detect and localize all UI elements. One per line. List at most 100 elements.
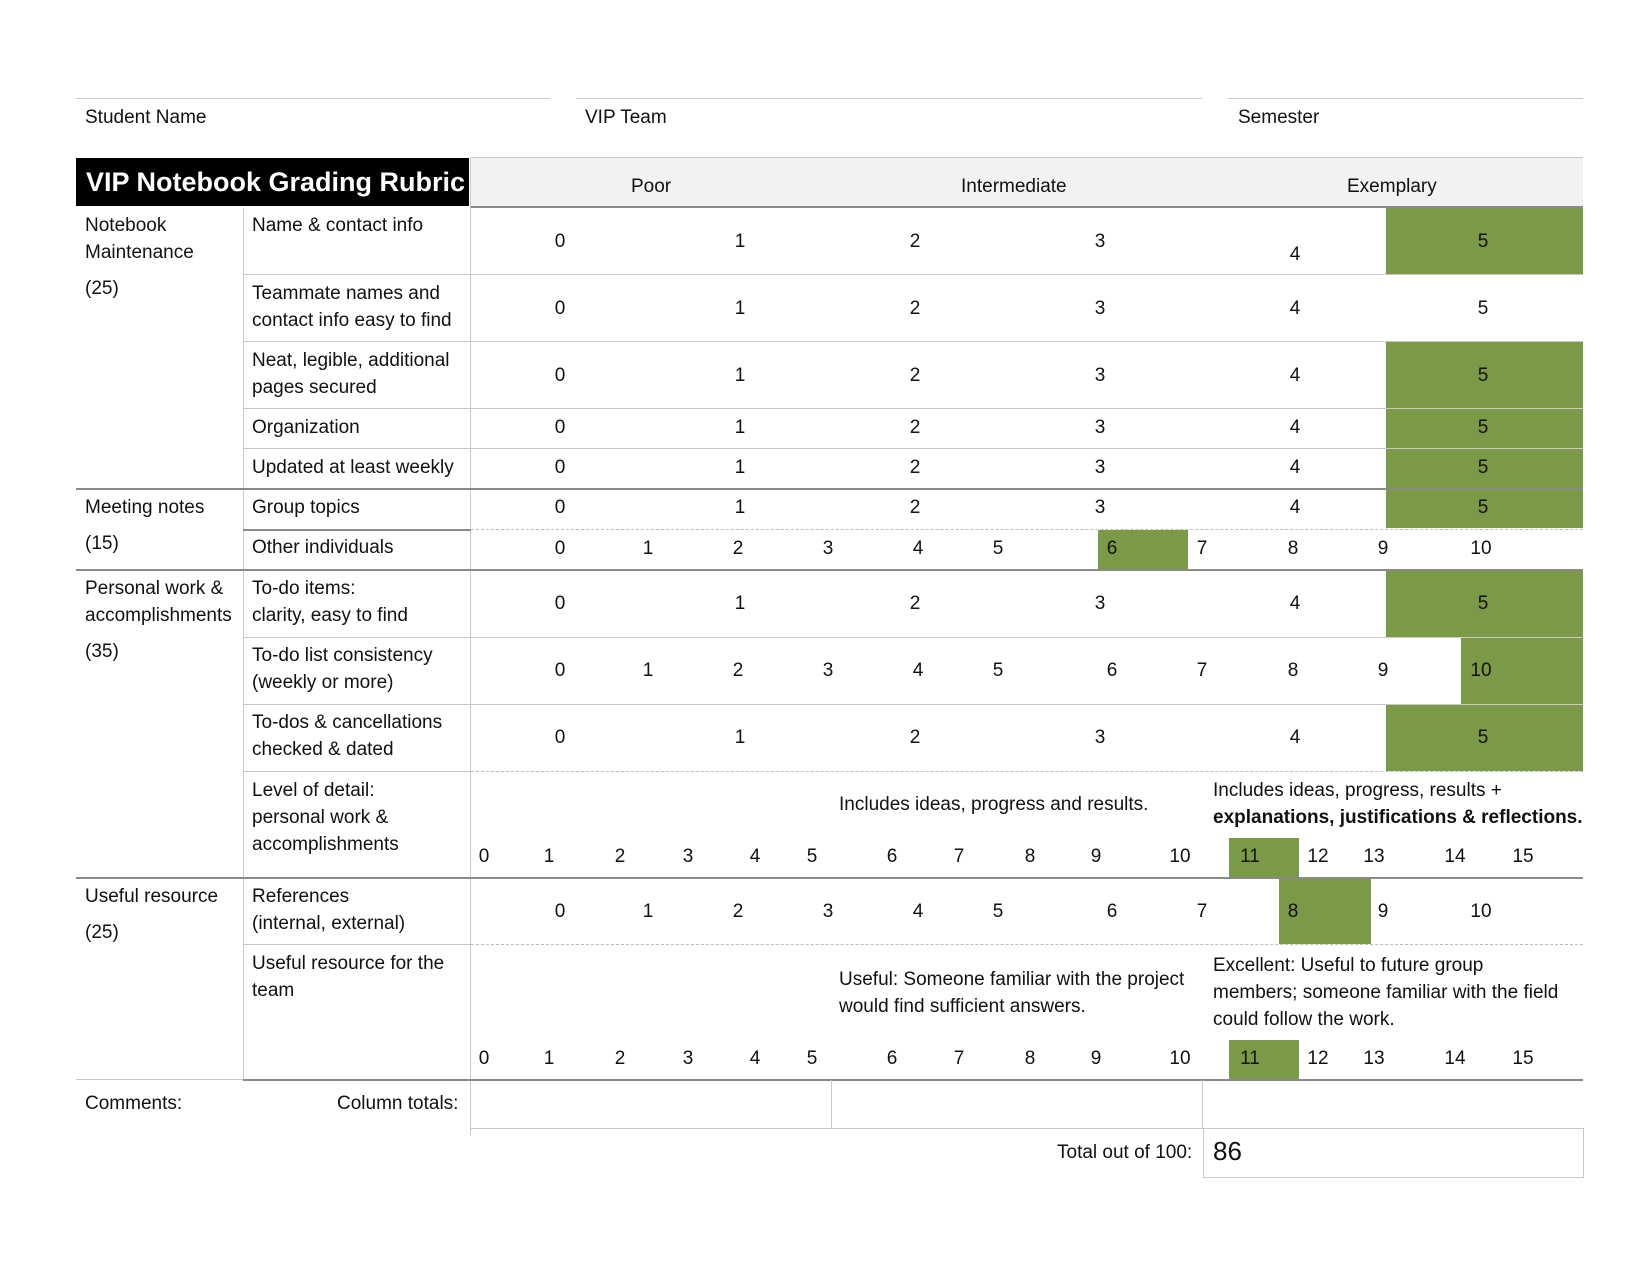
name-contact-score-3[interactable]: 3 — [1094, 231, 1106, 252]
organization-score-2[interactable]: 2 — [909, 417, 921, 438]
neat-score-0[interactable]: 0 — [554, 365, 566, 386]
useful-resource-score-1[interactable]: 1 — [543, 1048, 555, 1069]
level-of-detail-score-9[interactable]: 9 — [1090, 846, 1102, 867]
todo-consistency-score-1[interactable]: 1 — [642, 660, 654, 681]
level-of-detail-score-4[interactable]: 4 — [749, 846, 761, 867]
level-of-detail-score-15[interactable]: 15 — [1512, 846, 1534, 867]
neat-score-2[interactable]: 2 — [909, 365, 921, 386]
level-of-detail-score-7[interactable]: 7 — [953, 846, 965, 867]
todo-consistency-score-4[interactable]: 4 — [912, 660, 924, 681]
neat-score-3[interactable]: 3 — [1094, 365, 1106, 386]
name-contact-score-0[interactable]: 0 — [554, 231, 566, 252]
useful-resource-score-2[interactable]: 2 — [614, 1048, 626, 1069]
todo-consistency-score-9[interactable]: 9 — [1377, 660, 1389, 681]
organization-score-1[interactable]: 1 — [734, 417, 746, 438]
updated-score-4[interactable]: 4 — [1289, 457, 1301, 478]
group-topics-score-4[interactable]: 4 — [1289, 497, 1301, 518]
other-individuals-score-7[interactable]: 7 — [1196, 538, 1208, 559]
group-topics-score-1[interactable]: 1 — [734, 497, 746, 518]
todos-cancel-score-2[interactable]: 2 — [909, 727, 921, 748]
updated-score-0[interactable]: 0 — [554, 457, 566, 478]
other-individuals-score-8[interactable]: 8 — [1287, 538, 1299, 559]
todo-consistency-score-6[interactable]: 6 — [1106, 660, 1118, 681]
useful-resource-score-0[interactable]: 0 — [478, 1048, 490, 1069]
todo-consistency-score-5[interactable]: 5 — [992, 660, 1004, 681]
other-individuals-score-4[interactable]: 4 — [912, 538, 924, 559]
references-score-1[interactable]: 1 — [642, 901, 654, 922]
level-of-detail-score-12[interactable]: 12 — [1307, 846, 1329, 867]
updated-score-1[interactable]: 1 — [734, 457, 746, 478]
level-of-detail-score-6[interactable]: 6 — [886, 846, 898, 867]
other-individuals-score-2[interactable]: 2 — [732, 538, 744, 559]
references-score-5[interactable]: 5 — [992, 901, 1004, 922]
useful-resource-score-9[interactable]: 9 — [1090, 1048, 1102, 1069]
teammate-score-1[interactable]: 1 — [734, 298, 746, 319]
todo-items-score-4[interactable]: 4 — [1289, 593, 1301, 614]
other-individuals-score-1[interactable]: 1 — [642, 538, 654, 559]
useful-resource-score-8[interactable]: 8 — [1024, 1048, 1036, 1069]
references-score-6[interactable]: 6 — [1106, 901, 1118, 922]
level-of-detail-score-3[interactable]: 3 — [682, 846, 694, 867]
level-of-detail-score-1[interactable]: 1 — [543, 846, 555, 867]
organization-score-3[interactable]: 3 — [1094, 417, 1106, 438]
todo-items-score-1[interactable]: 1 — [734, 593, 746, 614]
teammate-score-4[interactable]: 4 — [1289, 298, 1301, 319]
useful-resource-score-10[interactable]: 10 — [1169, 1048, 1191, 1069]
name-contact-score-1[interactable]: 1 — [734, 231, 746, 252]
group-topics-score-2[interactable]: 2 — [909, 497, 921, 518]
organization-score-0[interactable]: 0 — [554, 417, 566, 438]
references-score-4[interactable]: 4 — [912, 901, 924, 922]
column-total-exemplary[interactable] — [1203, 1080, 1583, 1129]
useful-resource-score-14[interactable]: 14 — [1444, 1048, 1466, 1069]
todo-consistency-score-3[interactable]: 3 — [822, 660, 834, 681]
level-of-detail-score-10[interactable]: 10 — [1169, 846, 1191, 867]
level-of-detail-score-8[interactable]: 8 — [1024, 846, 1036, 867]
todo-consistency-score-7[interactable]: 7 — [1196, 660, 1208, 681]
name-contact-score-4[interactable]: 4 — [1289, 244, 1301, 265]
column-total-intermediate[interactable] — [832, 1080, 1203, 1129]
todo-consistency-score-0[interactable]: 0 — [554, 660, 566, 681]
todos-cancel-score-4[interactable]: 4 — [1289, 727, 1301, 748]
references-score-10[interactable]: 10 — [1470, 901, 1492, 922]
useful-resource-score-5[interactable]: 5 — [806, 1048, 818, 1069]
references-score-3[interactable]: 3 — [822, 901, 834, 922]
level-of-detail-score-5[interactable]: 5 — [806, 846, 818, 867]
total-box[interactable] — [1203, 1128, 1584, 1178]
useful-resource-score-3[interactable]: 3 — [682, 1048, 694, 1069]
other-individuals-score-10[interactable]: 10 — [1470, 538, 1492, 559]
updated-score-3[interactable]: 3 — [1094, 457, 1106, 478]
todo-consistency-score-2[interactable]: 2 — [732, 660, 744, 681]
level-of-detail-score-13[interactable]: 13 — [1363, 846, 1385, 867]
useful-resource-score-7[interactable]: 7 — [953, 1048, 965, 1069]
useful-resource-score-6[interactable]: 6 — [886, 1048, 898, 1069]
todo-consistency-score-8[interactable]: 8 — [1287, 660, 1299, 681]
references-score-0[interactable]: 0 — [554, 901, 566, 922]
todos-cancel-score-1[interactable]: 1 — [734, 727, 746, 748]
column-total-poor[interactable] — [470, 1080, 832, 1129]
teammate-score-3[interactable]: 3 — [1094, 298, 1106, 319]
todo-items-score-2[interactable]: 2 — [909, 593, 921, 614]
useful-resource-score-15[interactable]: 15 — [1512, 1048, 1534, 1069]
level-of-detail-score-14[interactable]: 14 — [1444, 846, 1466, 867]
other-individuals-score-5[interactable]: 5 — [992, 538, 1004, 559]
teammate-score-2[interactable]: 2 — [909, 298, 921, 319]
todo-items-score-0[interactable]: 0 — [554, 593, 566, 614]
useful-resource-score-4[interactable]: 4 — [749, 1048, 761, 1069]
useful-resource-score-12[interactable]: 12 — [1307, 1048, 1329, 1069]
neat-score-1[interactable]: 1 — [734, 365, 746, 386]
organization-score-4[interactable]: 4 — [1289, 417, 1301, 438]
other-individuals-score-0[interactable]: 0 — [554, 538, 566, 559]
todo-items-score-3[interactable]: 3 — [1094, 593, 1106, 614]
group-topics-score-3[interactable]: 3 — [1094, 497, 1106, 518]
teammate-score-5[interactable]: 5 — [1477, 298, 1489, 319]
useful-resource-score-13[interactable]: 13 — [1363, 1048, 1385, 1069]
todos-cancel-score-3[interactable]: 3 — [1094, 727, 1106, 748]
other-individuals-score-3[interactable]: 3 — [822, 538, 834, 559]
references-score-2[interactable]: 2 — [732, 901, 744, 922]
other-individuals-score-9[interactable]: 9 — [1377, 538, 1389, 559]
neat-score-4[interactable]: 4 — [1289, 365, 1301, 386]
references-score-9[interactable]: 9 — [1377, 901, 1389, 922]
group-topics-score-0[interactable]: 0 — [554, 497, 566, 518]
updated-score-2[interactable]: 2 — [909, 457, 921, 478]
todos-cancel-score-0[interactable]: 0 — [554, 727, 566, 748]
